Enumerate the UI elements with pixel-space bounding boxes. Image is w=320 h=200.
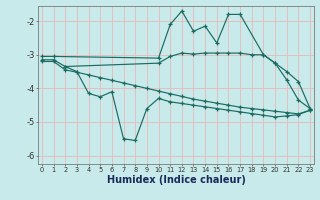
X-axis label: Humidex (Indice chaleur): Humidex (Indice chaleur) (107, 175, 245, 185)
